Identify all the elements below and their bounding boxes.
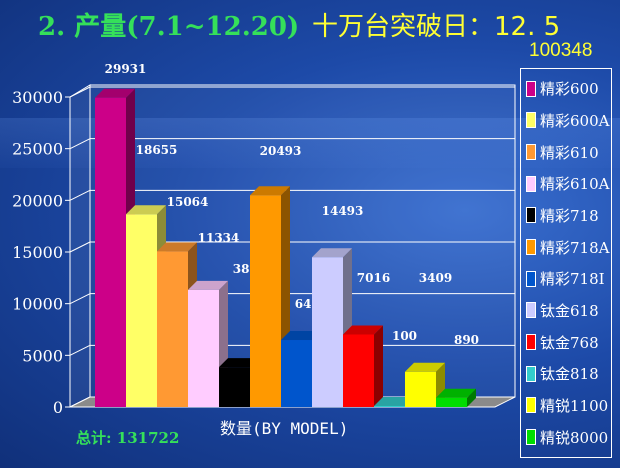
legend-item: 钛金618 — [526, 300, 611, 321]
bar-top — [157, 242, 197, 252]
milestone-count: 100348 — [529, 40, 593, 61]
legend-item: 精彩718I — [526, 268, 611, 289]
y-tick-label: 5000 — [22, 346, 63, 365]
bar-top — [126, 205, 166, 215]
bar — [343, 334, 374, 407]
legend-item: 精彩610 — [526, 142, 611, 163]
gridline-side — [69, 86, 91, 98]
bar-value-label: 20493 — [260, 144, 302, 158]
legend-label: 精锐1100 — [540, 396, 609, 415]
legend-item: 精锐8000 — [526, 427, 611, 448]
bar-value-label: 7016 — [357, 271, 390, 285]
y-tick-label: 20000 — [12, 191, 63, 210]
bar — [250, 195, 281, 407]
y-tick-label: 0 — [53, 398, 63, 417]
bar-value-label: 18655 — [136, 143, 178, 157]
bar-value-label: 14493 — [322, 204, 364, 218]
bar — [126, 214, 157, 407]
bar-value-label: 11334 — [198, 231, 240, 245]
bar-top — [436, 388, 476, 398]
chart-legend: 精彩600 精彩600A 精彩610 精彩610A 精彩718 精彩718A 精彩718I 钛… — [520, 68, 612, 458]
legend-item: 精彩600A — [526, 110, 611, 131]
legend-swatch — [526, 365, 536, 382]
bar-side — [374, 325, 383, 407]
bar-value-label: 15064 — [167, 195, 209, 209]
bar-top — [281, 331, 321, 341]
legend-item: 精彩718A — [526, 237, 611, 258]
y-tick-label: 10000 — [12, 295, 63, 314]
x-axis-label: 数量(BY MODEL) — [220, 419, 349, 438]
bar — [157, 251, 188, 407]
bar — [374, 405, 405, 407]
legend-swatch — [526, 175, 536, 192]
bar-top — [95, 88, 135, 98]
legend-label: 钛金768 — [540, 333, 599, 352]
legend-label: 精彩610 — [540, 143, 599, 162]
bar-top — [374, 396, 414, 406]
page-title: 2. 产量(7.1~12.20) — [38, 12, 300, 42]
legend-label: 精锐8000 — [540, 428, 609, 447]
gridline-side — [69, 293, 91, 305]
bar-top — [188, 280, 228, 290]
plot-side-wall — [69, 84, 91, 408]
legend-label: 精彩718A — [540, 238, 610, 257]
legend-item: 精锐1100 — [526, 395, 611, 416]
legend-label: 精彩600A — [540, 111, 610, 130]
bar — [281, 340, 312, 407]
bar-value-label: 29931 — [105, 62, 147, 76]
bar — [219, 367, 250, 407]
legend-item: 精彩600 — [526, 78, 611, 99]
bar-top — [343, 325, 383, 335]
legend-label: 精彩600 — [540, 80, 599, 99]
bar-top — [250, 186, 290, 196]
y-tick-label: 25000 — [12, 140, 63, 159]
bar-top — [312, 248, 352, 258]
legend-item: 钛金768 — [526, 332, 611, 353]
legend-swatch — [526, 80, 536, 97]
legend-label: 精彩718 — [540, 206, 599, 225]
legend-label: 精彩718I — [540, 270, 605, 289]
milestone-text: 十万台突破日：12. 5 — [312, 12, 561, 42]
legend-item: 精彩718 — [526, 205, 611, 226]
bar-top — [405, 362, 445, 372]
y-tick-label: 15000 — [12, 243, 63, 262]
bar-value-label: 100 — [392, 329, 417, 343]
legend-swatch — [526, 239, 536, 256]
legend-swatch — [526, 144, 536, 161]
legend-swatch — [526, 334, 536, 351]
gridline-side — [69, 344, 91, 356]
legend-swatch — [526, 207, 536, 224]
bar — [405, 371, 436, 407]
legend-swatch — [526, 429, 536, 446]
legend-item: 钛金818 — [526, 363, 611, 384]
bar-value-label: 3409 — [419, 271, 452, 285]
legend-swatch — [526, 302, 536, 319]
total-count: 总计: 131722 — [76, 429, 180, 447]
bar — [436, 397, 467, 407]
y-tick-label: 30000 — [12, 88, 63, 107]
legend-swatch — [526, 112, 536, 129]
bar — [188, 289, 219, 407]
bar-top — [219, 358, 259, 368]
legend-swatch — [526, 270, 536, 287]
gridline-side — [69, 241, 91, 253]
legend-label: 精彩610A — [540, 175, 610, 194]
bar-side — [467, 388, 476, 407]
legend-swatch — [526, 397, 536, 414]
bar-value-label: 890 — [454, 333, 479, 347]
legend-label: 钛金618 — [540, 301, 599, 320]
gridline-side — [69, 138, 91, 150]
gridline-side — [69, 189, 91, 201]
bar — [95, 97, 126, 407]
legend-item: 精彩610A — [526, 173, 611, 194]
bar — [312, 257, 343, 407]
legend-label: 钛金818 — [540, 365, 599, 384]
